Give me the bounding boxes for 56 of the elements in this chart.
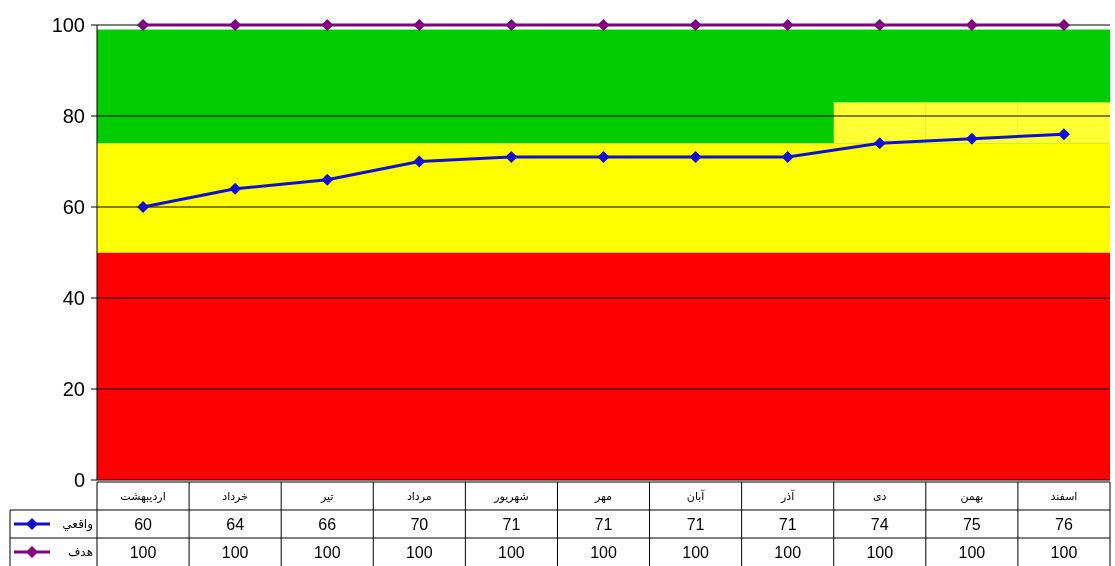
point [413, 19, 426, 31]
data-label: 100 [774, 543, 802, 561]
data-label: 100 [221, 543, 249, 561]
y-tick-label: 100 [51, 14, 85, 36]
point [505, 19, 518, 31]
data-label: 71 [778, 515, 797, 533]
y-tick-label: 40 [62, 287, 85, 309]
legend-label: هدف [67, 545, 93, 560]
point [689, 19, 702, 31]
data-label: 60 [134, 515, 153, 533]
data-label: 100 [129, 543, 157, 561]
point [689, 150, 702, 163]
y-tick-label: 80 [62, 105, 85, 127]
data-label: 74 [870, 515, 889, 533]
x-tick-label: تیر [320, 489, 334, 503]
data-label: 100 [1050, 543, 1078, 561]
x-tick-label: اردیبهشت [120, 489, 166, 503]
x-tick-label: آذر [780, 488, 796, 503]
point [597, 19, 610, 31]
x-tick-label: آبان [686, 488, 706, 502]
data-label: 100 [866, 543, 894, 561]
point [781, 19, 794, 31]
point [137, 201, 150, 213]
data-label: 100 [498, 543, 525, 561]
legend-label: واقعي [62, 517, 93, 533]
x-tick-label: خرداد [222, 489, 248, 503]
data-label: 100 [682, 543, 710, 561]
y-tick-label: 0 [73, 469, 85, 491]
point [321, 173, 334, 186]
point [873, 137, 886, 150]
data-label: 64 [226, 515, 245, 533]
point [413, 155, 426, 168]
x-tick-label: بهمن [960, 489, 984, 503]
data-label: 100 [958, 543, 986, 561]
y-tick-label: 60 [62, 196, 85, 218]
data-label: 71 [502, 515, 521, 533]
point [781, 150, 794, 163]
data-label: 75 [962, 515, 981, 533]
data-label: 100 [313, 543, 341, 561]
data-label: 71 [594, 515, 613, 533]
point [597, 150, 610, 163]
x-tick-label: شهریور [493, 489, 529, 503]
point [229, 182, 242, 195]
data-label: 100 [590, 543, 617, 561]
y-tick-label: 20 [62, 378, 85, 400]
x-tick-label: اسفند [1050, 489, 1078, 502]
point [965, 132, 978, 145]
x-tick-label: مهر [593, 489, 613, 503]
data-label: 76 [1055, 515, 1073, 533]
data-label: 66 [318, 515, 337, 533]
point [505, 150, 518, 163]
data-label: 100 [405, 543, 433, 561]
data-label: 71 [686, 515, 705, 533]
x-tick-label: مرداد [406, 489, 432, 503]
x-tick-label: دی [873, 489, 887, 502]
data-label: 70 [410, 515, 429, 533]
